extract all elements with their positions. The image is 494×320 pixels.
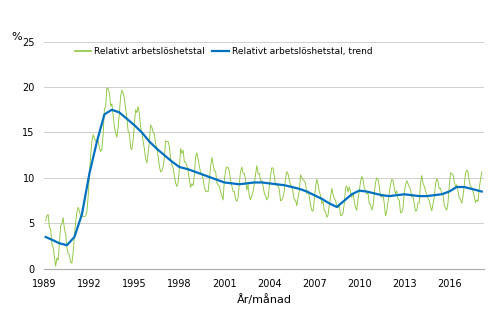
Legend: Relativt arbetslöshetstal, Relativt arbetslöshetstal, trend: Relativt arbetslöshetstal, Relativt arbe… xyxy=(71,44,376,60)
X-axis label: År/månad: År/månad xyxy=(237,294,292,305)
Text: %: % xyxy=(11,32,22,42)
